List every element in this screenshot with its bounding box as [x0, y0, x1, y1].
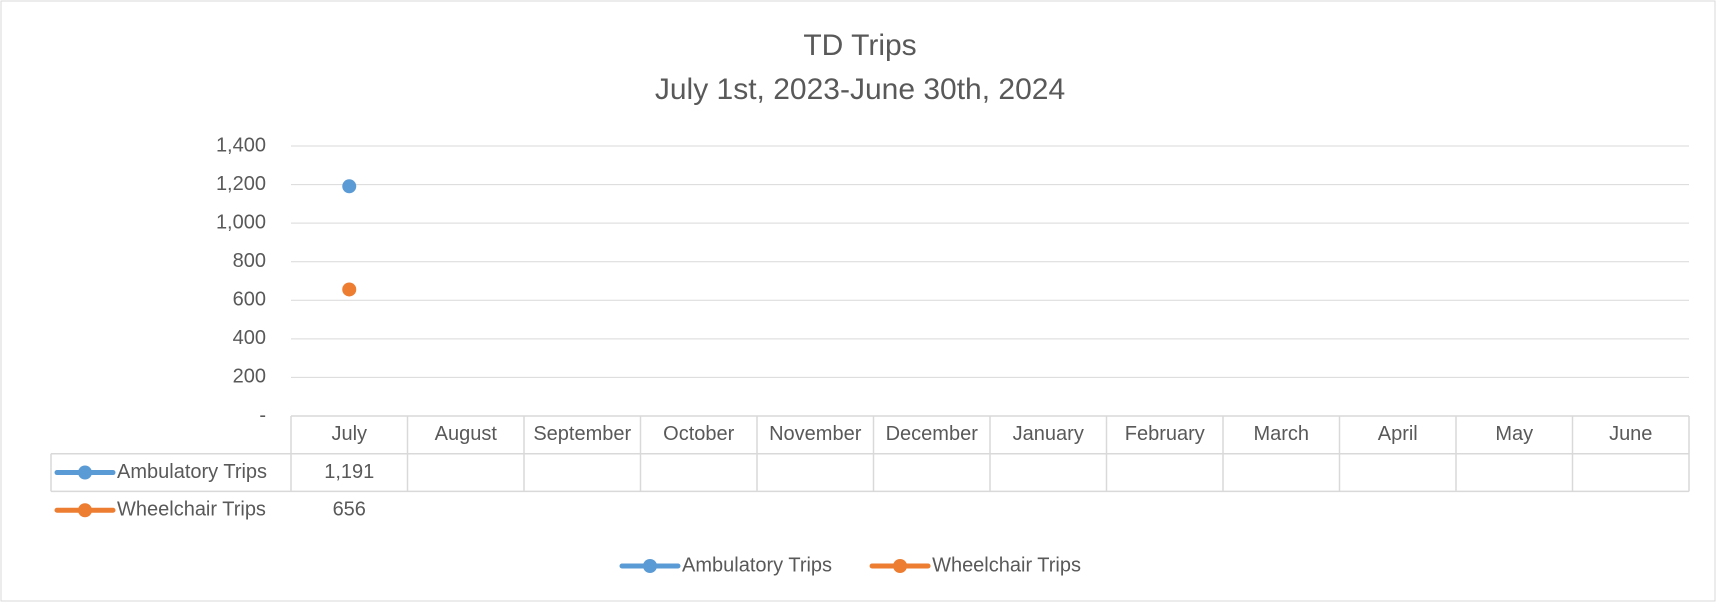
y-tick-label: -	[259, 404, 266, 426]
data-point	[342, 179, 357, 194]
x-tick-label: February	[1125, 423, 1205, 445]
y-tick-label: 400	[233, 327, 266, 349]
y-tick-label: 1,400	[216, 134, 266, 156]
x-tick-label: October	[663, 423, 734, 445]
y-tick-label: 600	[233, 289, 266, 311]
legend-label: Ambulatory Trips	[682, 554, 832, 576]
x-tick-label: March	[1253, 423, 1309, 445]
y-tick-label: 1,200	[216, 173, 266, 195]
x-tick-label: April	[1378, 423, 1418, 445]
y-tick-label: 200	[233, 366, 266, 388]
x-tick-label: July	[331, 423, 367, 445]
legend-label: Wheelchair Trips	[932, 554, 1081, 576]
data-point	[342, 282, 357, 297]
chart-subtitle: July 1st, 2023-June 30th, 2024	[655, 73, 1065, 106]
table-value: 1,191	[324, 461, 374, 483]
chart-title: TD Trips	[803, 29, 916, 62]
y-tick-label: 1,000	[216, 211, 266, 233]
table-value: 656	[333, 499, 366, 521]
table-series-name: Wheelchair Trips	[117, 499, 266, 521]
x-tick-label: September	[533, 423, 631, 445]
x-tick-label: June	[1609, 423, 1652, 445]
x-tick-label: November	[769, 423, 862, 445]
legend-key-marker	[893, 559, 908, 573]
legend-key-marker	[78, 503, 92, 518]
x-tick-label: December	[886, 423, 979, 445]
table-series-name: Ambulatory Trips	[117, 461, 267, 483]
x-tick-label: January	[1013, 423, 1084, 445]
legend-key-marker	[643, 559, 657, 573]
legend-key-marker	[78, 465, 92, 480]
x-tick-label: August	[435, 423, 498, 445]
y-tick-label: 800	[233, 250, 266, 272]
x-tick-label: May	[1495, 423, 1533, 445]
